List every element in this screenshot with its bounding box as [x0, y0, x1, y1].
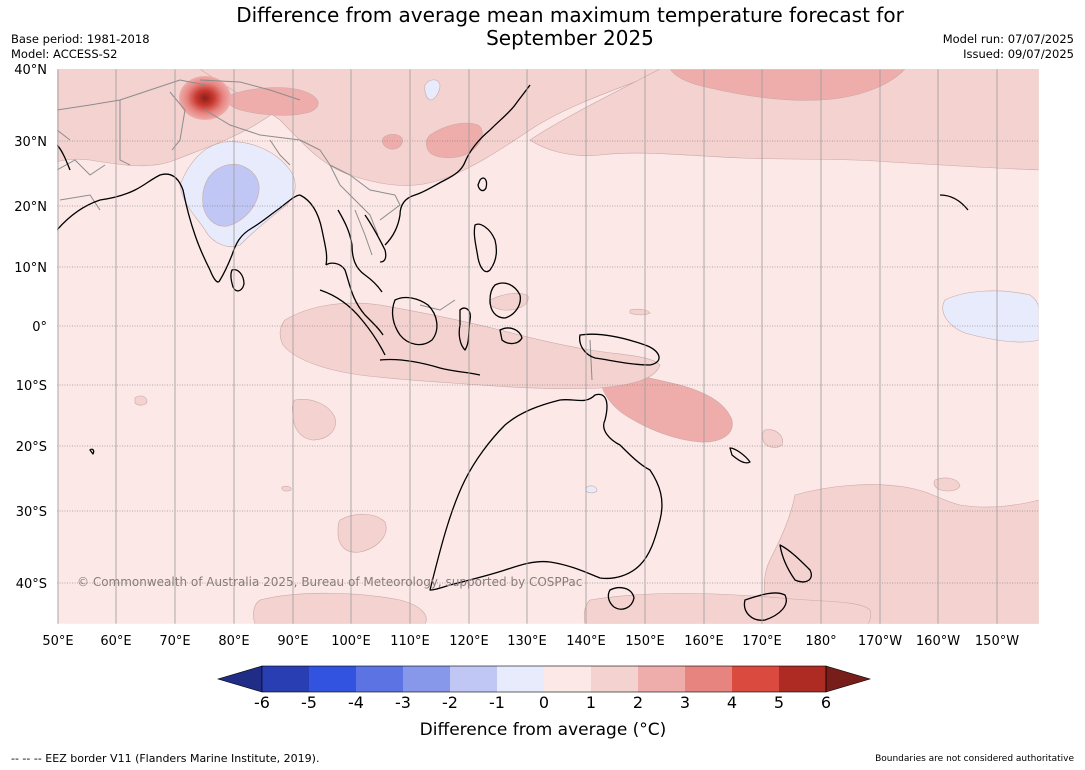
- model-run: Model run: 07/07/2025: [942, 32, 1074, 46]
- lon-label: 170°W: [858, 634, 902, 649]
- colorbar-tick-label: -1: [489, 693, 505, 712]
- copyright-notice: © Commonwealth of Australia 2025, Bureau…: [77, 575, 582, 589]
- colorbar: -6 -5 -4 -3 -2 -1 0 1 2 3 4 5 6: [216, 665, 872, 712]
- colorbar-segment: [356, 666, 403, 692]
- political-borders: [57, 79, 593, 381]
- lat-label: 20°S: [16, 440, 47, 455]
- map-frame: [56, 68, 1040, 625]
- map-plot-area: [57, 69, 1039, 624]
- title-line-2: September 2025: [486, 26, 654, 50]
- lon-label: 140°E: [566, 634, 606, 649]
- colorbar-tick-label: 3: [680, 693, 690, 712]
- colorbar-segment: [450, 666, 497, 692]
- title-line-1: Difference from average mean maximum tem…: [236, 3, 904, 27]
- colorbar-segment: [544, 666, 591, 692]
- graticule: [57, 69, 1039, 624]
- colorbar-segment: [685, 666, 732, 692]
- boundaries-note: Boundaries are not considered authoritat…: [875, 754, 1074, 764]
- lon-label: 50°E: [42, 634, 73, 649]
- base-period: Base period: 1981-2018: [11, 32, 150, 46]
- lon-label: 90°E: [277, 634, 308, 649]
- eez-note: -- -- -- EEZ border V11 (Flanders Marine…: [11, 752, 320, 765]
- model-name: Model: ACCESS-S2: [11, 47, 118, 61]
- lon-label: 160°E: [684, 634, 724, 649]
- colorbar-outline: [261, 665, 827, 693]
- longitude-labels: 50°E 60°E 70°E 80°E 90°E 100°E 110°E 120…: [42, 634, 1019, 649]
- colorbar-segment: [497, 666, 544, 692]
- colorbar-segment: [732, 666, 779, 692]
- lon-label: 120°E: [449, 634, 489, 649]
- run-info-left: Base period: 1981-2018 Model: ACCESS-S2: [11, 32, 150, 62]
- lon-label: 70°E: [159, 634, 190, 649]
- lon-label: 150°W: [975, 634, 1019, 649]
- colorbar-tick-label: 1: [586, 693, 596, 712]
- latitude-labels: 40°N 30°N 20°N 10°N 0° 10°S 20°S 30°S 40…: [14, 63, 47, 592]
- colorbar-extend-low: [216, 665, 263, 693]
- lat-label: 20°N: [14, 200, 47, 215]
- lon-label: 150°E: [625, 634, 665, 649]
- colorbar-tick-label: 6: [821, 693, 831, 712]
- lat-label: 30°N: [14, 135, 47, 150]
- colorbar-segment: [309, 666, 356, 692]
- lon-label: 110°E: [390, 634, 430, 649]
- lon-label: 170°E: [742, 634, 782, 649]
- colorbar-tick-label: 5: [774, 693, 784, 712]
- run-info-right: Model run: 07/07/2025 Issued: 09/07/2025: [943, 32, 1074, 62]
- colorbar-label: Difference from average (°C): [419, 720, 667, 740]
- lat-label: 10°N: [14, 261, 47, 276]
- colorbar-tick-label: -3: [395, 693, 411, 712]
- colorbar-segment: [638, 666, 685, 692]
- lon-label: 80°E: [218, 634, 249, 649]
- issued-date: Issued: 09/07/2025: [963, 47, 1074, 61]
- colorbar-tick-label: -6: [254, 693, 270, 712]
- lat-label: 0°: [32, 320, 47, 335]
- colorbar-tick-label: 0: [539, 693, 549, 712]
- colorbar-tick-label: 4: [727, 693, 737, 712]
- anomaly-shading: [57, 69, 1039, 624]
- lon-label: 130°E: [507, 634, 547, 649]
- colorbar-tick-label: -4: [348, 693, 364, 712]
- lon-label: 180°: [805, 634, 836, 649]
- colorbar-segment: [403, 666, 450, 692]
- lon-label: 160°W: [916, 634, 960, 649]
- lon-label: 100°E: [331, 634, 371, 649]
- colorbar-tick-label: -5: [301, 693, 317, 712]
- lat-label: 40°S: [16, 577, 47, 592]
- colorbar-segment: [262, 666, 309, 692]
- colorbar-tick-label: 2: [633, 693, 643, 712]
- colorbar-extend-high: [825, 665, 872, 693]
- lat-label: 40°N: [14, 63, 47, 78]
- map-title: Difference from average mean maximum tem…: [190, 4, 950, 50]
- colorbar-tick-label: -2: [442, 693, 458, 712]
- lat-label: 30°S: [16, 505, 47, 520]
- colorbar-segment: [591, 666, 638, 692]
- lat-label: 10°S: [16, 379, 47, 394]
- colorbar-segment: [779, 666, 826, 692]
- lon-label: 60°E: [100, 634, 131, 649]
